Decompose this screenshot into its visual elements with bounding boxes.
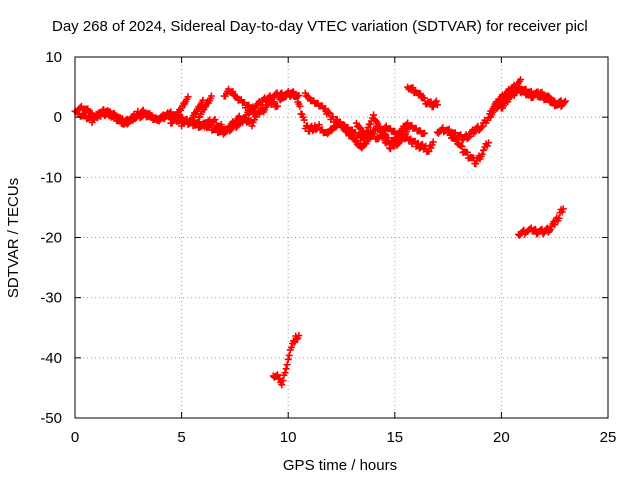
series-arc-15: [515, 205, 567, 239]
x-tick-label: 15: [386, 429, 403, 446]
series-markers: [301, 89, 412, 152]
y-axis-label: SDTVAR / TECUs: [5, 178, 22, 298]
axis-ticks: [74, 56, 609, 419]
series-arc-3: [167, 93, 192, 127]
series-arc-12: [446, 131, 493, 168]
series-arc-11: [433, 76, 525, 144]
series-markers: [220, 85, 258, 117]
y-tick-label: 10: [45, 49, 62, 66]
series-markers: [352, 111, 429, 153]
series-markers: [497, 85, 569, 112]
series-arc-16: [269, 332, 303, 389]
series-arc-5: [195, 92, 215, 121]
y-tick-label: -50: [40, 410, 62, 427]
x-tick-label: 25: [600, 429, 617, 446]
y-tick-label: -20: [40, 230, 62, 247]
series-arc-8: [301, 89, 412, 152]
y-tick-label: 0: [54, 109, 62, 126]
grid-lines: [75, 57, 608, 418]
chart-title: Day 268 of 2024, Sidereal Day-to-day VTE…: [52, 18, 588, 35]
x-tick-label: 20: [493, 429, 510, 446]
y-tick-label: -30: [40, 290, 62, 307]
x-axis-label: GPS time / hours: [283, 457, 397, 474]
series-markers: [195, 92, 215, 121]
data-points: [71, 76, 569, 389]
plot-frame: [74, 56, 609, 419]
series-markers: [433, 76, 525, 144]
series-arc-14: [497, 85, 569, 112]
x-tick-label: 10: [280, 429, 297, 446]
y-tick-label: -10: [40, 169, 62, 186]
y-tick-label: -40: [40, 350, 62, 367]
series-markers: [167, 93, 192, 127]
x-tick-labels: 0 5 10 15 20 25: [71, 429, 617, 446]
series-arc-9: [352, 111, 429, 153]
series-arc-4: [186, 96, 207, 124]
series-arc-6: [220, 85, 258, 117]
x-tick-label: 0: [71, 429, 79, 446]
series-markers: [446, 131, 493, 168]
y-tick-labels: -50 -40 -30 -20 -10 0 10: [40, 49, 62, 427]
series-arc-10: [404, 83, 441, 111]
series-markers: [186, 96, 207, 124]
x-tick-label: 5: [177, 429, 185, 446]
series-markers: [269, 332, 303, 389]
series-markers: [515, 205, 567, 239]
series-markers: [404, 83, 441, 111]
